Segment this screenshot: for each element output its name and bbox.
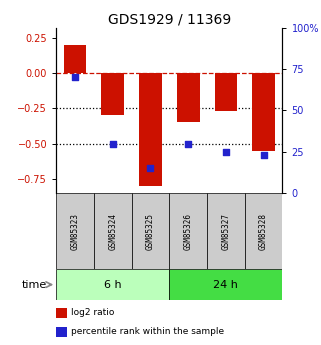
Bar — [101, 73, 124, 115]
Bar — [139, 73, 162, 186]
Title: GDS1929 / 11369: GDS1929 / 11369 — [108, 12, 231, 27]
Text: GSM85326: GSM85326 — [184, 213, 193, 250]
Text: GSM85323: GSM85323 — [71, 213, 80, 250]
Point — [148, 166, 153, 171]
Bar — [169, 269, 282, 300]
Text: GSM85327: GSM85327 — [221, 213, 230, 250]
Point — [186, 141, 191, 146]
Bar — [56, 193, 94, 269]
Point — [73, 75, 78, 80]
Bar — [169, 193, 207, 269]
Bar — [245, 193, 282, 269]
Text: percentile rank within the sample: percentile rank within the sample — [71, 327, 224, 336]
Text: 6 h: 6 h — [104, 280, 122, 289]
Bar — [94, 193, 132, 269]
Bar — [177, 73, 199, 122]
Bar — [214, 73, 237, 111]
Text: GSM85328: GSM85328 — [259, 213, 268, 250]
Point — [223, 149, 229, 155]
Text: GSM85324: GSM85324 — [108, 213, 117, 250]
Point — [110, 141, 115, 146]
Point — [261, 152, 266, 158]
Text: log2 ratio: log2 ratio — [71, 308, 114, 317]
Text: 24 h: 24 h — [213, 280, 238, 289]
Text: time: time — [22, 280, 47, 289]
Bar — [64, 45, 86, 73]
Bar — [207, 193, 245, 269]
Text: GSM85325: GSM85325 — [146, 213, 155, 250]
Bar — [132, 193, 169, 269]
Bar — [252, 73, 275, 151]
Bar — [56, 269, 169, 300]
